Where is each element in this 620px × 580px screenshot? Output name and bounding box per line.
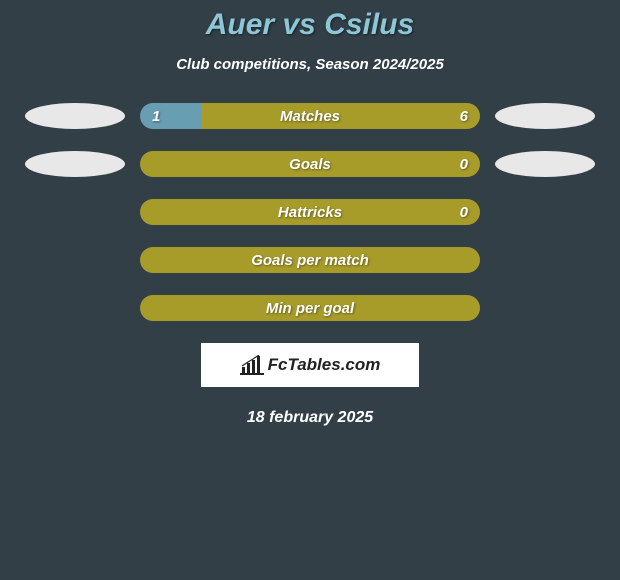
player-right-name: Csilus	[324, 8, 414, 41]
subtitle: Club competitions, Season 2024/2025	[0, 56, 620, 73]
logo-box: FcTables.com	[201, 343, 419, 387]
stat-bar-hattricks: 0 Hattricks	[140, 199, 480, 225]
stat-row-hattricks: 0 Hattricks	[0, 199, 620, 225]
stat-label: Hattricks	[278, 204, 342, 221]
spacer	[495, 247, 595, 273]
stat-label: Goals	[289, 156, 331, 173]
chart-icon	[240, 355, 264, 375]
player-right-marker	[495, 151, 595, 177]
spacer	[25, 199, 125, 225]
stat-bar-mpg: Min per goal	[140, 295, 480, 321]
date-text: 18 february 2025	[0, 409, 620, 427]
stat-bar-goals: 0 Goals	[140, 151, 480, 177]
spacer	[25, 295, 125, 321]
stat-label: Min per goal	[266, 300, 354, 317]
vs-separator: vs	[282, 8, 315, 41]
stat-row-gpm: Goals per match	[0, 247, 620, 273]
bar-left-fill	[140, 103, 201, 129]
stat-label: Goals per match	[251, 252, 369, 269]
logo-text: FcTables.com	[268, 355, 381, 375]
spacer	[495, 295, 595, 321]
stat-row-goals: 0 Goals	[0, 151, 620, 177]
spacer	[495, 199, 595, 225]
stat-right-value: 0	[460, 156, 468, 173]
comparison-infographic: Auer vs Csilus Club competitions, Season…	[0, 0, 620, 427]
stat-row-mpg: Min per goal	[0, 295, 620, 321]
bar-right-fill	[201, 103, 480, 129]
player-left-marker	[25, 151, 125, 177]
page-title: Auer vs Csilus	[0, 8, 620, 42]
stat-right-value: 6	[460, 108, 468, 125]
player-left-marker	[25, 103, 125, 129]
stat-bar-matches: 1 6 Matches	[140, 103, 480, 129]
stat-label: Matches	[280, 108, 340, 125]
player-left-name: Auer	[206, 8, 274, 41]
stat-left-value: 1	[152, 108, 160, 125]
stat-bar-gpm: Goals per match	[140, 247, 480, 273]
stat-rows: 1 6 Matches 0 Goals 0 Hattricks Goals per match…	[0, 103, 620, 321]
stat-right-value: 0	[460, 204, 468, 221]
spacer	[25, 247, 125, 273]
player-right-marker	[495, 103, 595, 129]
stat-row-matches: 1 6 Matches	[0, 103, 620, 129]
